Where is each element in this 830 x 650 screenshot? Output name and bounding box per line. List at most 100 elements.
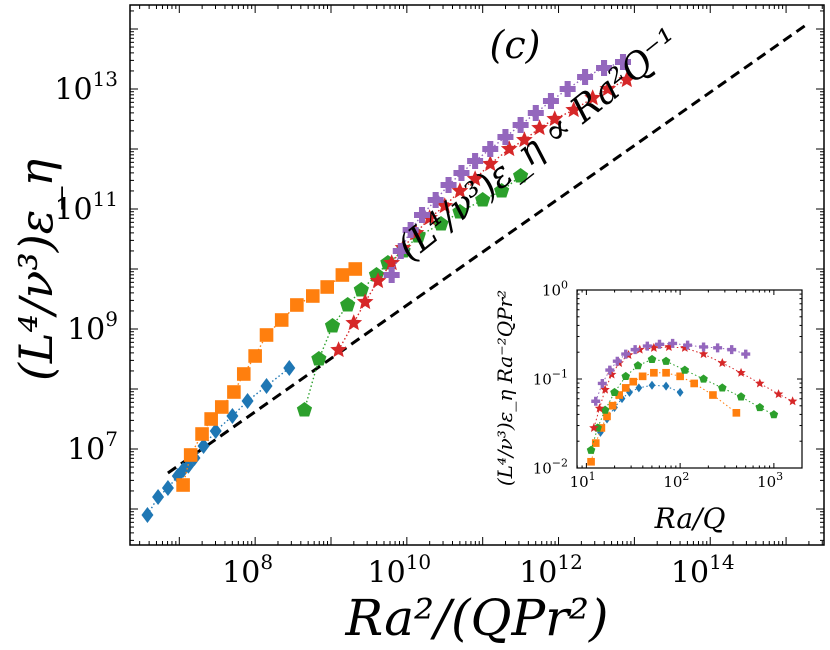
main-point-red (345, 314, 363, 331)
main-point-purple (559, 81, 576, 97)
main-point-red (451, 182, 469, 199)
main-point-orange (236, 367, 251, 381)
main-point-purple (383, 267, 400, 283)
main-point-orange (214, 400, 229, 414)
inset-point-blue (662, 381, 670, 391)
main-point-orange (348, 262, 363, 276)
inset-point-red (755, 378, 765, 388)
inset-point-purple (591, 396, 601, 406)
main-point-purple (440, 177, 457, 194)
main-series-orange (176, 262, 363, 492)
main-point-red (546, 110, 564, 127)
inset-point-green (769, 410, 779, 419)
inset-point-purple (668, 338, 678, 348)
inset-series-red-line (593, 346, 793, 429)
main-point-orange (248, 349, 262, 363)
inset-point-red (589, 423, 599, 432)
inset-point-green (680, 365, 690, 374)
main-point-green (311, 351, 327, 366)
main-point-purple (615, 54, 632, 70)
main-point-red (584, 89, 602, 106)
inset-plot-frame (576, 289, 803, 469)
main-point-green (324, 318, 341, 333)
main-point-green (513, 168, 529, 183)
inset-y-tick-label: 100 (542, 279, 568, 300)
inset-point-orange (621, 384, 630, 392)
inset-point-green (699, 374, 708, 383)
inset-x-axis-label: Ra/Q (654, 502, 726, 535)
main-point-green (433, 216, 449, 231)
inset-point-red (736, 367, 746, 377)
main-point-blue (161, 480, 174, 496)
inset-x-tick-label: 101 (570, 470, 596, 491)
main-point-orange (290, 298, 304, 312)
main-point-red (500, 140, 518, 157)
main-point-purple (577, 69, 594, 85)
main-x-tick-label: 108 (222, 550, 273, 591)
inset-x-tick-label: 103 (757, 470, 783, 491)
inset-point-red (773, 389, 784, 399)
main-point-purple (542, 93, 559, 109)
main-point-orange (305, 289, 320, 303)
main-point-purple (414, 207, 431, 224)
inset-point-blue (676, 387, 684, 397)
main-point-red (369, 272, 387, 289)
inset-point-green (661, 356, 671, 365)
main-point-red (466, 170, 484, 187)
inset-point-purple (597, 378, 607, 388)
main-point-red (599, 80, 617, 97)
inset-point-orange (608, 401, 617, 410)
panel-label: (c) (490, 23, 541, 67)
main-point-orange (259, 328, 274, 342)
main-point-purple (402, 222, 419, 239)
main-point-orange (195, 427, 209, 441)
main-point-green (340, 297, 356, 312)
main-point-red (565, 101, 583, 118)
inset-point-green (586, 445, 596, 454)
main-point-blue (283, 360, 296, 376)
inset-point-green (718, 383, 727, 392)
inset-point-orange (662, 368, 670, 377)
main-point-red (531, 119, 548, 136)
inset-point-orange (650, 368, 658, 377)
main-point-orange (204, 412, 218, 426)
inset-point-red (635, 344, 645, 354)
main-point-purple (497, 129, 514, 146)
inset-point-red (698, 349, 709, 359)
main-x-tick-label: 1010 (368, 550, 432, 591)
inset-point-purple (642, 341, 652, 351)
inset-point-green (621, 371, 631, 380)
main-ticks (130, 5, 824, 545)
main-x-tick-label: 1012 (519, 550, 583, 591)
inset-x-tick-label: 102 (663, 470, 689, 491)
main-point-purple (427, 192, 444, 209)
inset-point-orange (591, 439, 600, 447)
main-series-red (330, 71, 636, 358)
main-y-tick-label: 109 (67, 307, 118, 348)
main-point-blue (226, 408, 239, 424)
main-point-purple (527, 105, 544, 121)
inset-point-green (610, 387, 619, 396)
main-point-orange (183, 448, 198, 462)
inset-point-purple (612, 356, 622, 366)
x-axis-label: Ra²/(QPr²) (344, 589, 608, 647)
main-point-red (436, 197, 454, 214)
inset-plot: 101 102 103 10−2 10−1 100 (533, 279, 802, 491)
inset-point-purple (683, 340, 693, 350)
main-point-orange (274, 313, 289, 327)
main-point-purple (596, 60, 613, 76)
inset-point-orange (603, 412, 611, 421)
main-point-blue (260, 378, 273, 394)
main-point-red (383, 254, 401, 271)
main-point-purple (467, 153, 484, 170)
inset-point-red (787, 396, 798, 406)
main-point-orange (227, 385, 241, 399)
inset-point-purple (655, 339, 664, 349)
main-point-blue (141, 507, 154, 523)
main-point-green (353, 282, 369, 297)
inset-point-purple (630, 345, 640, 355)
inset-point-orange (615, 391, 624, 399)
inset-point-green (736, 392, 746, 401)
inset-point-purple (713, 343, 723, 353)
inset-point-blue (635, 383, 643, 393)
